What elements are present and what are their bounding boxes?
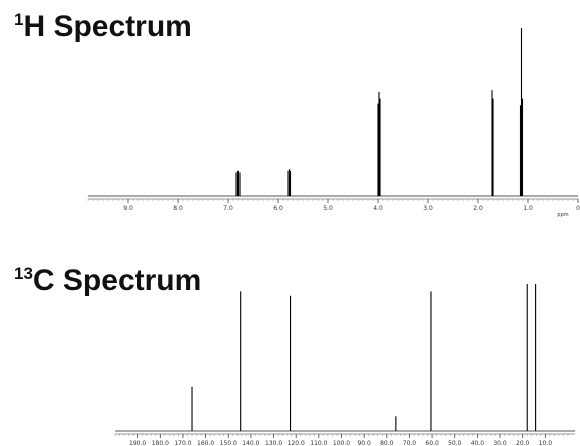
carbon-title-text: C Spectrum [32, 264, 202, 297]
carbon-tick-label: 20.0 [516, 440, 530, 446]
carbon-tick-label: 130.0 [265, 440, 282, 446]
carbon-tick-label: 70.0 [403, 440, 417, 446]
carbon-tick-label: 180.0 [152, 440, 169, 446]
carbon-tick-label: 120.0 [288, 440, 305, 446]
carbon-tick-label: 50.0 [448, 440, 462, 446]
carbon-spectrum-title: 13C Spectrum [14, 264, 202, 297]
proton-title-text: H Spectrum [23, 10, 192, 43]
proton-tick-label: 1.0 [523, 205, 533, 212]
carbon-title-superscript: 13 [14, 264, 33, 283]
proton-title-superscript: 1 [14, 10, 24, 29]
carbon-tick-label: 140.0 [242, 440, 259, 446]
proton-tick-label: 8.0 [173, 205, 183, 212]
carbon-tick-label: 30.0 [493, 440, 507, 446]
carbon-tick-label: 90.0 [357, 440, 371, 446]
carbon-tick-label: 160.0 [197, 440, 214, 446]
carbon-tick-label: 40.0 [471, 440, 485, 446]
proton-tick-label: 5.0 [323, 205, 333, 212]
proton-spectrum-plot: 9.0 8.0 7.0 6.0 5.0 4.0 3.0 2.0 1.0 0 ppm [87, 28, 580, 218]
carbon-tick-label: 150.0 [220, 440, 237, 446]
carbon-tick-label: 80.0 [380, 440, 394, 446]
proton-tick-label: 0 [576, 205, 580, 212]
carbon-spectrum-plot: 190.0 180.0 170.0 160.0 150.0 140.0 130.0 120.0… [114, 284, 575, 446]
proton-xlabel: ppm [557, 212, 568, 218]
proton-tick-label: 9.0 [123, 205, 133, 212]
proton-spectrum-title: 1H Spectrum [14, 10, 192, 43]
proton-tick-label: 6.0 [273, 205, 283, 212]
proton-tick-label: 7.0 [223, 205, 233, 212]
carbon-tick-label: 190.0 [129, 440, 146, 446]
carbon-tick-label: 170.0 [174, 440, 191, 446]
carbon-tick-label: 10.0 [539, 440, 553, 446]
proton-tick-label: 4.0 [373, 205, 383, 212]
carbon-tick-label: 60.0 [425, 440, 439, 446]
carbon-tick-label: 100.0 [333, 440, 350, 446]
proton-tick-label: 2.0 [473, 205, 483, 212]
proton-tick-label: 3.0 [423, 205, 433, 212]
carbon-tick-label: 110.0 [310, 440, 327, 446]
carbon-spectrum-panel: 13C Spectrum 190.0 180.0 170.0 160.0 150.0 14… [0, 230, 580, 446]
proton-spectrum-panel: 1H Spectrum 9.0 8.0 7.0 6.0 5.0 4.0 3.0 2.0 1.0 0… [14, 10, 580, 218]
